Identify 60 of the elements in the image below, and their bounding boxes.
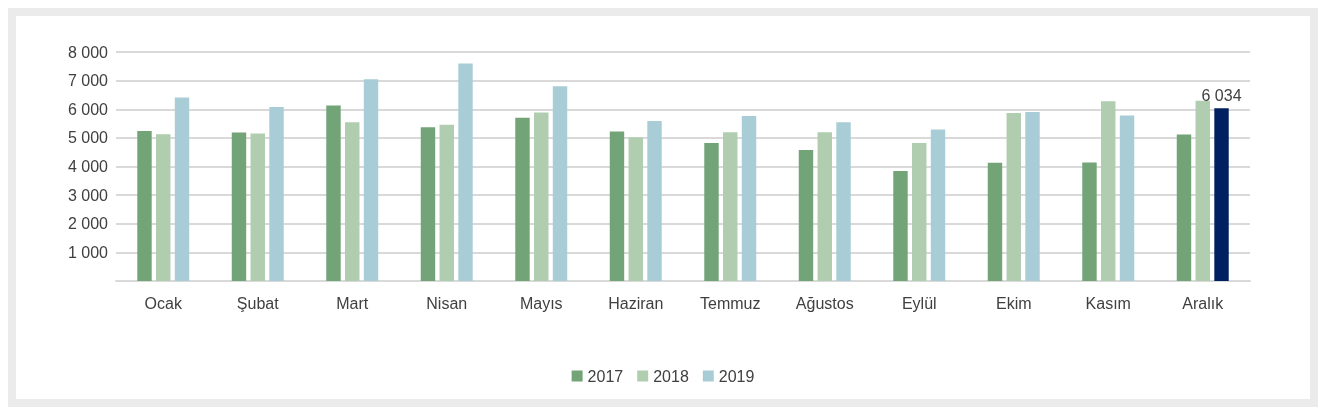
x-tick-label: Eylül: [901, 294, 937, 312]
bar: [534, 112, 549, 281]
x-tick-label: Mart: [336, 294, 369, 312]
bar: [912, 143, 927, 281]
bar: [156, 134, 171, 281]
bar: [1195, 100, 1210, 281]
bar: [269, 106, 284, 281]
legend-label: 2019: [718, 367, 755, 385]
x-tick-label: Mayıs: [519, 294, 563, 312]
bar: [930, 129, 946, 281]
y-tick-label: 7 000: [67, 72, 109, 90]
bar: [1101, 101, 1116, 281]
bar: [1214, 108, 1229, 281]
x-tick-label: Nisan: [426, 294, 468, 312]
legend-label: 2017: [587, 367, 624, 385]
x-tick-label: Ocak: [144, 294, 183, 312]
bar: [1025, 112, 1040, 281]
bar: [363, 79, 379, 281]
bar: [250, 133, 265, 281]
bar: [420, 127, 436, 281]
bar: [1006, 112, 1021, 281]
x-tick-label: Kasım: [1085, 294, 1131, 312]
bar: [552, 86, 568, 281]
bar: [515, 117, 530, 281]
bar: [817, 132, 832, 281]
bar: [137, 131, 152, 281]
bar: [326, 105, 341, 281]
y-tick-label: 5 000: [67, 129, 109, 147]
legend-label: 2018: [653, 367, 689, 385]
y-tick-label: 2 000: [67, 215, 109, 233]
y-tick-label: 4 000: [67, 158, 109, 175]
bar: [231, 132, 247, 281]
bar: [893, 171, 908, 281]
x-tick-label: Şubat: [236, 294, 280, 312]
data-label: 6 034: [1201, 86, 1242, 104]
bar: [987, 162, 1003, 281]
bar: [1119, 115, 1135, 281]
x-tick-label: Aralık: [1182, 294, 1225, 312]
x-tick-label: Ekim: [995, 294, 1032, 312]
bar: [836, 122, 851, 281]
bar: [1176, 134, 1192, 281]
y-tick-label: 6 000: [67, 100, 109, 118]
x-tick-label: Haziran: [608, 294, 664, 312]
bar: [458, 63, 473, 281]
bar: [723, 132, 738, 281]
bar: [1082, 162, 1097, 281]
bar: [345, 122, 360, 281]
bar: [741, 116, 757, 281]
bar: [798, 149, 814, 281]
bar: [704, 143, 719, 281]
bar: [439, 124, 454, 281]
bar: [628, 137, 643, 281]
x-tick-label: Ağustos: [795, 294, 854, 312]
y-tick-label: 3 000: [67, 186, 109, 204]
bar: [174, 97, 190, 281]
bar: [609, 131, 625, 281]
y-tick-label: 8 000: [67, 43, 109, 61]
bar: [647, 120, 662, 281]
x-tick-label: Temmuz: [700, 294, 761, 312]
y-tick-label: 1 000: [67, 243, 109, 261]
